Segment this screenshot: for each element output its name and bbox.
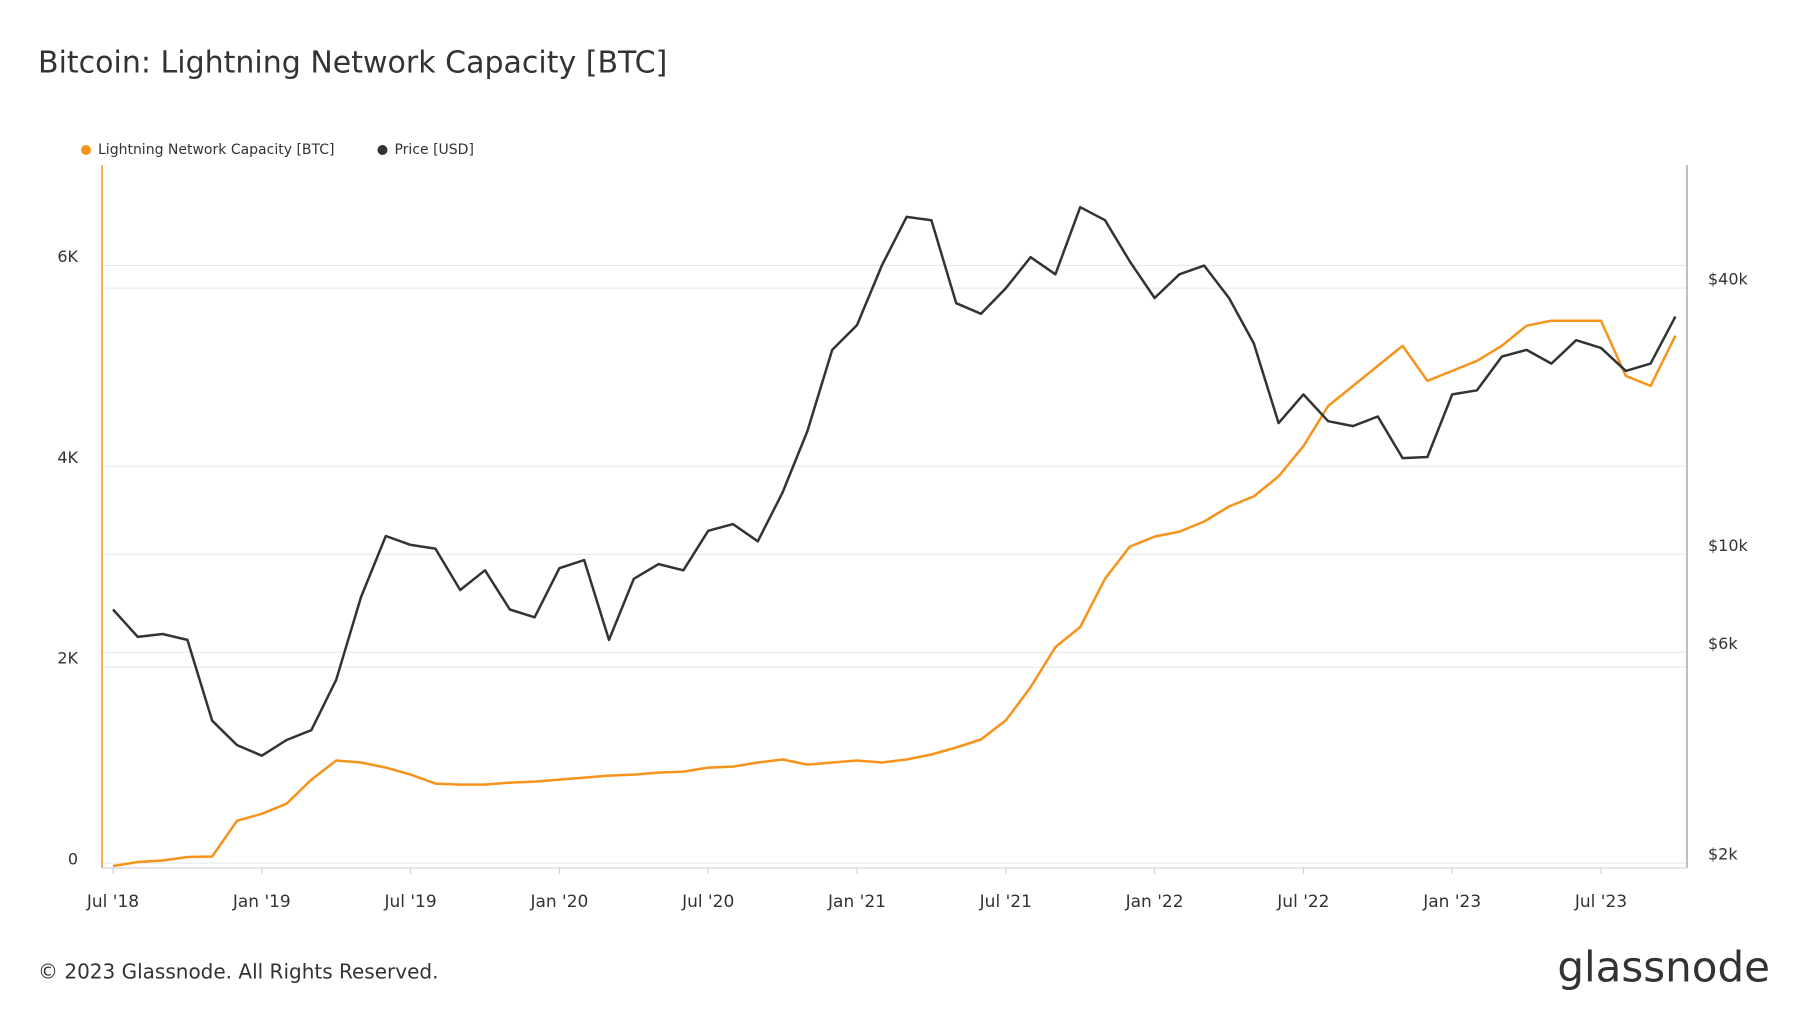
legend-marker bbox=[81, 145, 91, 155]
y2-tick-label: $10k bbox=[1708, 536, 1749, 555]
y-tick-label: 2K bbox=[57, 649, 78, 668]
legend-label: Price [USD] bbox=[394, 142, 473, 158]
y-tick-label: 4K bbox=[57, 448, 78, 467]
footer: © 2023 Glassnode. All Rights Reserved. bbox=[38, 960, 438, 984]
series-line bbox=[112, 319, 1677, 868]
y2-tick-label: $6k bbox=[1708, 634, 1738, 653]
legend-label: Lightning Network Capacity [BTC] bbox=[98, 142, 334, 158]
y2-tick-label: $2k bbox=[1708, 845, 1738, 864]
chart-title: Bitcoin: Lightning Network Capacity [BTC… bbox=[38, 46, 667, 81]
x-tick-label: Jan '21 bbox=[827, 892, 886, 912]
y2-tick-label: $40k bbox=[1708, 270, 1749, 289]
series-line bbox=[112, 205, 1677, 757]
legend-marker bbox=[377, 145, 388, 155]
x-tick-label: Jan '19 bbox=[232, 892, 291, 912]
x-tick-label: Jul '23 bbox=[1574, 892, 1627, 912]
x-tick-label: Jan '23 bbox=[1422, 892, 1481, 912]
x-tick-label: Jul '20 bbox=[681, 892, 734, 912]
y-tick-label: 0 bbox=[68, 850, 78, 869]
y-tick-label: 6K bbox=[57, 247, 78, 266]
x-tick-label: Jan '22 bbox=[1125, 892, 1184, 912]
x-tick-label: Jul '19 bbox=[383, 892, 436, 912]
x-tick-label: Jan '20 bbox=[529, 892, 588, 912]
x-tick-label: Jul '21 bbox=[979, 892, 1032, 912]
x-tick-label: Jul '18 bbox=[86, 892, 139, 912]
x-tick-label: Jul '22 bbox=[1276, 892, 1329, 912]
brand-logo: glassnode bbox=[1557, 943, 1770, 992]
